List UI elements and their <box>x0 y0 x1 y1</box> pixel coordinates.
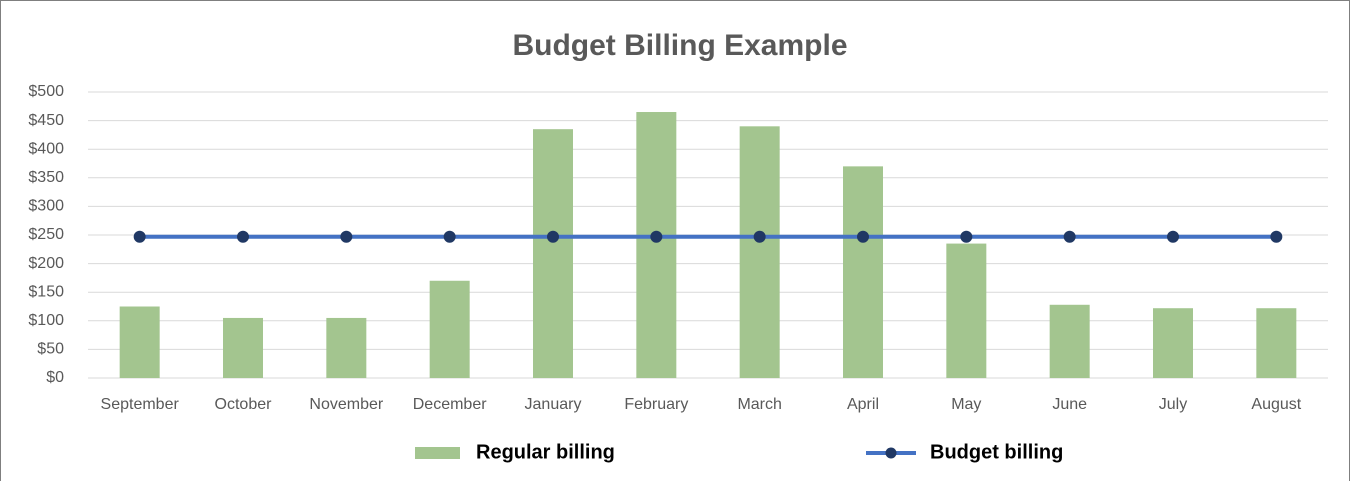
y-tick-label: $300 <box>28 198 64 215</box>
y-tick-label: $200 <box>28 255 64 272</box>
bar <box>636 112 677 379</box>
marker <box>133 230 146 243</box>
marker <box>1167 230 1179 243</box>
y-tick-label: $150 <box>28 283 64 300</box>
legend-marker <box>885 447 897 459</box>
bar <box>739 126 780 378</box>
y-tick-label: $350 <box>28 169 64 186</box>
x-tick-label: October <box>215 396 273 413</box>
y-tick-label: $450 <box>28 112 64 129</box>
x-tick-label: September <box>101 396 180 413</box>
y-tick-label: $500 <box>28 83 64 100</box>
x-tick-label: July <box>1159 396 1187 413</box>
marker <box>1063 230 1076 243</box>
bar <box>119 306 160 378</box>
x-tick-label: August <box>1251 396 1301 413</box>
chart-title: Budget Billing Example <box>512 29 847 62</box>
y-tick-label: $100 <box>28 312 64 329</box>
marker <box>753 230 766 243</box>
bar <box>946 243 987 378</box>
y-tick-label: $250 <box>28 226 64 243</box>
marker <box>340 230 353 243</box>
legend-label: Budget billing <box>930 441 1063 463</box>
marker <box>650 230 663 243</box>
bar <box>1153 308 1193 378</box>
marker <box>237 230 249 243</box>
x-tick-label: April <box>847 396 879 413</box>
x-tick-label: May <box>951 396 981 413</box>
legend-label: Regular billing <box>476 441 615 463</box>
marker <box>547 230 559 243</box>
legend-swatch <box>415 447 460 459</box>
bar <box>533 129 573 378</box>
y-tick-label: $0 <box>46 369 64 386</box>
x-tick-label: March <box>737 396 781 413</box>
marker <box>443 230 456 243</box>
marker <box>1270 230 1283 243</box>
bar <box>843 166 883 378</box>
marker <box>960 230 973 243</box>
bar <box>326 317 367 378</box>
x-tick-label: November <box>309 396 383 413</box>
x-tick-label: December <box>413 396 487 413</box>
bar <box>1256 308 1297 378</box>
y-tick-label: $400 <box>28 140 64 157</box>
x-tick-label: June <box>1052 396 1087 413</box>
bar <box>429 280 470 378</box>
bar <box>223 317 263 378</box>
bar <box>1049 304 1090 378</box>
x-tick-label: February <box>624 396 688 413</box>
y-tick-label: $50 <box>37 341 64 358</box>
marker <box>857 230 869 243</box>
x-tick-label: January <box>525 396 582 413</box>
